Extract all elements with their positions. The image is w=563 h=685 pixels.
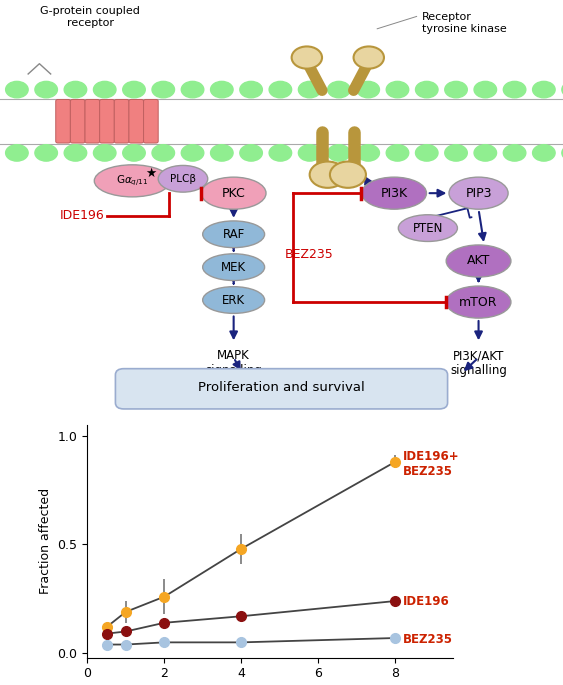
Text: RAF: RAF [222,228,245,240]
Text: PI3K/AKT
signalling: PI3K/AKT signalling [450,349,507,377]
FancyBboxPatch shape [100,99,114,143]
Ellipse shape [449,177,508,209]
Circle shape [35,82,57,98]
Ellipse shape [203,221,265,248]
FancyBboxPatch shape [85,99,100,143]
Circle shape [93,82,116,98]
Circle shape [503,145,526,161]
FancyBboxPatch shape [70,99,85,143]
Ellipse shape [203,286,265,314]
Y-axis label: Fraction affected: Fraction affected [39,488,52,594]
Ellipse shape [446,286,511,318]
Circle shape [415,82,438,98]
Text: Receptor
tyrosine kinase: Receptor tyrosine kinase [422,12,507,34]
Circle shape [386,82,409,98]
Circle shape [298,145,321,161]
Ellipse shape [399,215,457,242]
Ellipse shape [95,165,171,197]
FancyBboxPatch shape [56,99,70,143]
Circle shape [445,82,467,98]
Text: G$\alpha_{q/11}$: G$\alpha_{q/11}$ [116,173,149,188]
Text: IDE196+
BEZ235: IDE196+ BEZ235 [403,450,460,478]
Circle shape [357,82,379,98]
Text: MEK: MEK [221,261,246,273]
Text: PLCβ: PLCβ [170,174,196,184]
Ellipse shape [158,166,208,192]
Circle shape [357,145,379,161]
Circle shape [386,145,409,161]
Circle shape [503,82,526,98]
Circle shape [123,82,145,98]
Text: BEZ235: BEZ235 [284,249,333,261]
Circle shape [123,145,145,161]
Circle shape [6,82,28,98]
Circle shape [445,145,467,161]
Circle shape [298,82,321,98]
Circle shape [240,145,262,161]
Circle shape [152,145,175,161]
Ellipse shape [202,177,266,209]
Circle shape [292,47,322,68]
FancyBboxPatch shape [115,369,448,409]
Circle shape [64,82,87,98]
Circle shape [328,82,350,98]
Text: mTOR: mTOR [459,296,498,308]
Circle shape [415,145,438,161]
Circle shape [562,145,563,161]
Circle shape [330,162,366,188]
Circle shape [533,82,555,98]
Circle shape [211,82,233,98]
Circle shape [269,145,292,161]
Circle shape [35,145,57,161]
Text: PKC: PKC [222,187,245,199]
Circle shape [6,145,28,161]
Circle shape [474,145,497,161]
Circle shape [328,145,350,161]
Circle shape [474,82,497,98]
Text: IDE196: IDE196 [60,210,104,222]
Bar [0,99,563,144]
Text: Proliferation and survival: Proliferation and survival [198,381,365,394]
Text: ERK: ERK [222,294,245,306]
Circle shape [533,145,555,161]
Text: AKT: AKT [467,255,490,267]
FancyBboxPatch shape [114,99,129,143]
Circle shape [181,82,204,98]
Text: PI3K: PI3K [381,187,408,199]
FancyBboxPatch shape [129,99,144,143]
Text: PTEN: PTEN [413,222,443,234]
Circle shape [562,82,563,98]
Text: IDE196: IDE196 [403,595,450,608]
Ellipse shape [203,253,265,281]
Circle shape [310,162,346,188]
Text: ★: ★ [145,167,156,180]
Text: BEZ235: BEZ235 [403,633,453,645]
Circle shape [269,82,292,98]
Ellipse shape [446,245,511,277]
FancyBboxPatch shape [144,99,158,143]
Text: G-protein coupled
receptor: G-protein coupled receptor [40,6,140,28]
Circle shape [152,82,175,98]
Circle shape [93,145,116,161]
Circle shape [64,145,87,161]
Circle shape [240,82,262,98]
Circle shape [354,47,384,68]
Circle shape [211,145,233,161]
Ellipse shape [362,177,427,209]
Text: PIP3: PIP3 [465,187,492,199]
Text: MAPK
signalling: MAPK signalling [205,349,262,377]
Circle shape [181,145,204,161]
